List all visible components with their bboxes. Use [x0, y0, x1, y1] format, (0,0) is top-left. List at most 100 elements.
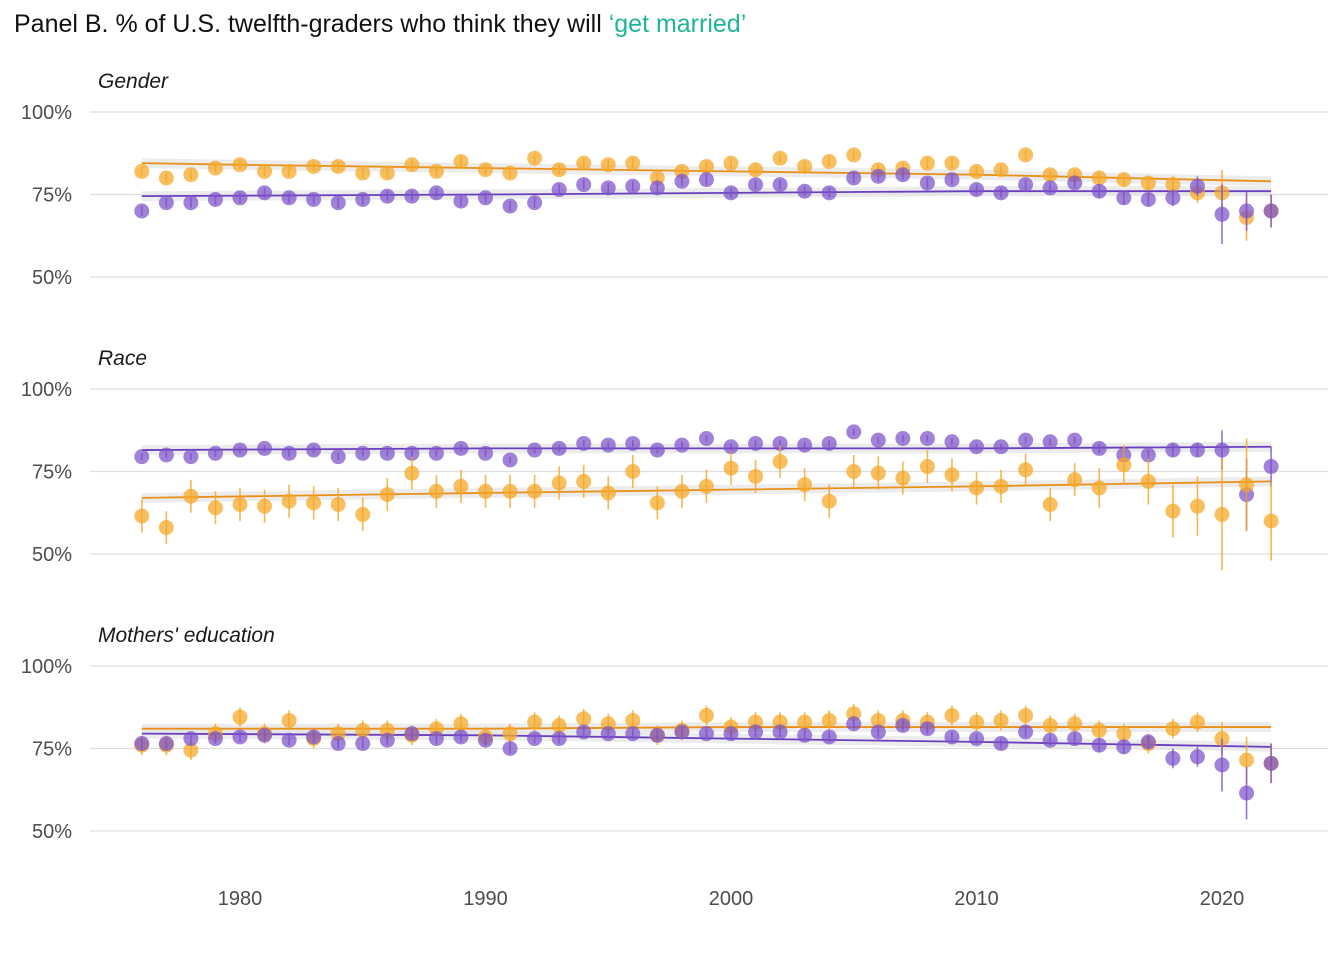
data-point: [1042, 434, 1058, 450]
data-point: [748, 177, 764, 193]
data-point: [428, 483, 444, 499]
data-point: [158, 447, 174, 463]
data-point: [257, 727, 273, 743]
data-point: [1091, 440, 1107, 456]
data-point: [551, 162, 567, 178]
panel-2: 50% 75% 100% Mothers' education: [21, 624, 1328, 843]
data-point: [1091, 183, 1107, 199]
x-tick-label: 1980: [218, 888, 263, 910]
x-tick-label: 2010: [954, 888, 999, 910]
data-point: [453, 440, 469, 456]
data-point: [723, 726, 739, 742]
data-point: [846, 170, 862, 186]
data-point: [527, 731, 543, 747]
data-point: [183, 742, 199, 758]
data-point: [625, 178, 641, 194]
y-tick-label: 50%: [32, 821, 72, 843]
data-point: [821, 729, 837, 745]
data-point: [625, 155, 641, 171]
data-point: [1116, 726, 1132, 742]
data-point: [748, 468, 764, 484]
data-point: [232, 709, 248, 725]
data-point: [355, 736, 371, 752]
data-point: [944, 434, 960, 450]
data-point: [919, 459, 935, 475]
data-point: [625, 464, 641, 479]
data-point: [306, 442, 322, 458]
data-point: [576, 155, 592, 171]
data-point: [551, 475, 567, 491]
data-point: [1042, 717, 1058, 733]
x-tick-label: 1990: [463, 888, 508, 910]
data-point: [453, 154, 469, 169]
data-point: [944, 708, 960, 723]
data-point: [1140, 473, 1156, 489]
data-point: [797, 437, 813, 453]
data-point: [1067, 175, 1083, 191]
data-point: [257, 163, 273, 179]
y-tick-label: 100%: [21, 379, 72, 401]
panel-label: Gender: [98, 70, 169, 93]
data-point: [404, 445, 420, 461]
data-point: [1091, 722, 1107, 738]
data-point: [134, 736, 150, 752]
data-point: [478, 483, 493, 499]
data-point: [281, 190, 297, 206]
data-point: [330, 497, 346, 512]
data-point: [355, 445, 371, 461]
data-point: [1018, 462, 1034, 478]
data-point: [772, 177, 788, 193]
data-point: [1067, 472, 1083, 488]
data-point: [723, 185, 739, 201]
data-point: [821, 712, 837, 728]
data-point: [183, 488, 199, 504]
data-point: [895, 470, 911, 486]
data-point: [1263, 513, 1279, 529]
data-point: [1091, 737, 1107, 753]
data-point: [134, 163, 150, 179]
data-point: [1165, 442, 1181, 458]
data-point: [527, 442, 543, 458]
data-point: [1067, 432, 1083, 448]
data-point: [1189, 749, 1205, 765]
data-point: [1189, 498, 1205, 514]
data-point: [428, 185, 444, 201]
data-point: [1263, 755, 1279, 771]
data-point: [674, 724, 690, 740]
data-point: [183, 731, 199, 747]
data-point: [600, 157, 616, 173]
data-point: [478, 162, 493, 178]
data-point: [158, 736, 174, 752]
data-point: [846, 424, 862, 440]
data-point: [969, 163, 984, 179]
data-point: [576, 711, 592, 727]
panel-0: 50% 75% 100% Gender: [21, 70, 1328, 289]
data-point: [306, 191, 322, 207]
data-point: [625, 435, 641, 451]
data-point: [453, 716, 469, 732]
data-point: [1018, 147, 1034, 163]
x-tick-label: 2020: [1200, 888, 1245, 910]
data-point: [1165, 750, 1181, 766]
y-tick-label: 50%: [32, 544, 72, 566]
data-point: [870, 465, 886, 481]
data-point: [797, 714, 813, 730]
panel-label: Mothers' education: [98, 624, 275, 647]
data-point: [207, 191, 223, 207]
data-point: [478, 732, 493, 748]
data-point: [821, 493, 837, 509]
data-point: [870, 724, 886, 740]
data-point: [576, 177, 592, 193]
data-point: [330, 736, 346, 752]
data-point: [969, 480, 984, 496]
data-point: [257, 440, 273, 456]
data-point: [527, 483, 543, 499]
data-point: [772, 435, 788, 451]
data-point: [478, 190, 493, 206]
data-point: [1189, 714, 1205, 730]
data-point: [698, 708, 714, 723]
data-point: [134, 449, 150, 465]
data-point: [649, 180, 665, 196]
data-point: [1116, 190, 1132, 206]
